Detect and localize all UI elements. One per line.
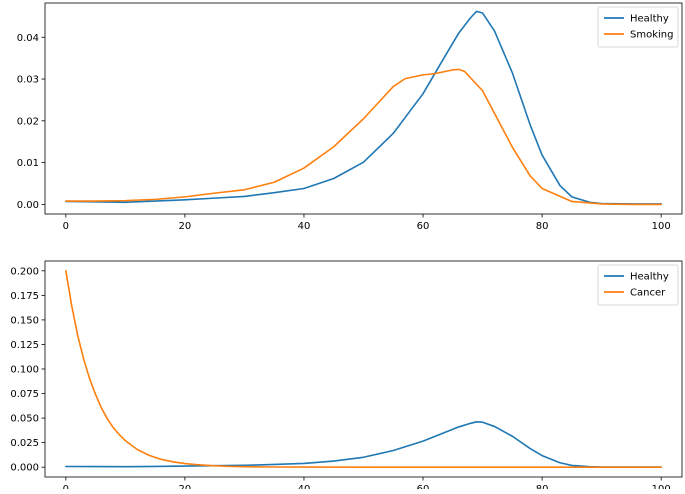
- series-line-smoking: [65, 68, 662, 206]
- y-tick-label: 0.00: [17, 200, 39, 211]
- x-tick-label: 100: [652, 484, 671, 489]
- y-tick-label: 0.01: [17, 158, 39, 169]
- legend-label: Smoking: [630, 30, 673, 41]
- x-tick-label: 80: [536, 221, 549, 232]
- legend-label: Healthy: [630, 14, 669, 25]
- x-tick-label: 60: [417, 221, 430, 232]
- legend-label: Cancer: [630, 288, 666, 299]
- series-line-healthy: [65, 10, 662, 205]
- legend-box: [597, 264, 679, 306]
- axes-1: 0 20 40 60 80 100 0.00 0.01 0.02 0.03 0.04 Healthy S…: [17, 2, 683, 232]
- y-tick-label: 0.02: [17, 116, 39, 127]
- y-tick-label: 0.000: [10, 463, 39, 474]
- x-tick-label: 0: [63, 221, 69, 232]
- y-tick-label: 0.04: [17, 33, 39, 44]
- x-tick-label: 20: [179, 221, 192, 232]
- series-line-healthy: [65, 421, 662, 468]
- y-tick-label: 0.025: [10, 438, 39, 449]
- y-tick-label: 0.100: [10, 365, 39, 376]
- y-tick-label: 0.200: [10, 266, 39, 277]
- legend: Healthy Smoking: [597, 6, 679, 48]
- legend: Healthy Cancer: [597, 264, 679, 306]
- x-tick-label: 100: [652, 221, 671, 232]
- legend-box: [597, 6, 679, 48]
- x-tick-label: 20: [179, 484, 192, 489]
- x-tick-label: 0: [63, 484, 69, 489]
- series-line-cancer: [65, 270, 662, 468]
- legend-label: Healthy: [630, 272, 669, 283]
- y-tick-label: 0.125: [10, 340, 39, 351]
- axes-2: 0 20 40 60 80 100 0.000 0.025 0.050 0.075 0.100 0.1…: [10, 260, 683, 494]
- x-tick-label: 40: [298, 484, 311, 489]
- x-tick-label: 60: [417, 484, 430, 489]
- y-tick-label: 0.050: [10, 414, 39, 425]
- x-tick-label: 80: [536, 484, 549, 489]
- y-tick-label: 0.075: [10, 389, 39, 400]
- x-tick-label: 40: [298, 221, 311, 232]
- y-tick-label: 0.03: [17, 75, 39, 86]
- axes-frame: [44, 2, 683, 215]
- y-tick-label: 0.150: [10, 315, 39, 326]
- y-tick-label: 0.175: [10, 291, 39, 302]
